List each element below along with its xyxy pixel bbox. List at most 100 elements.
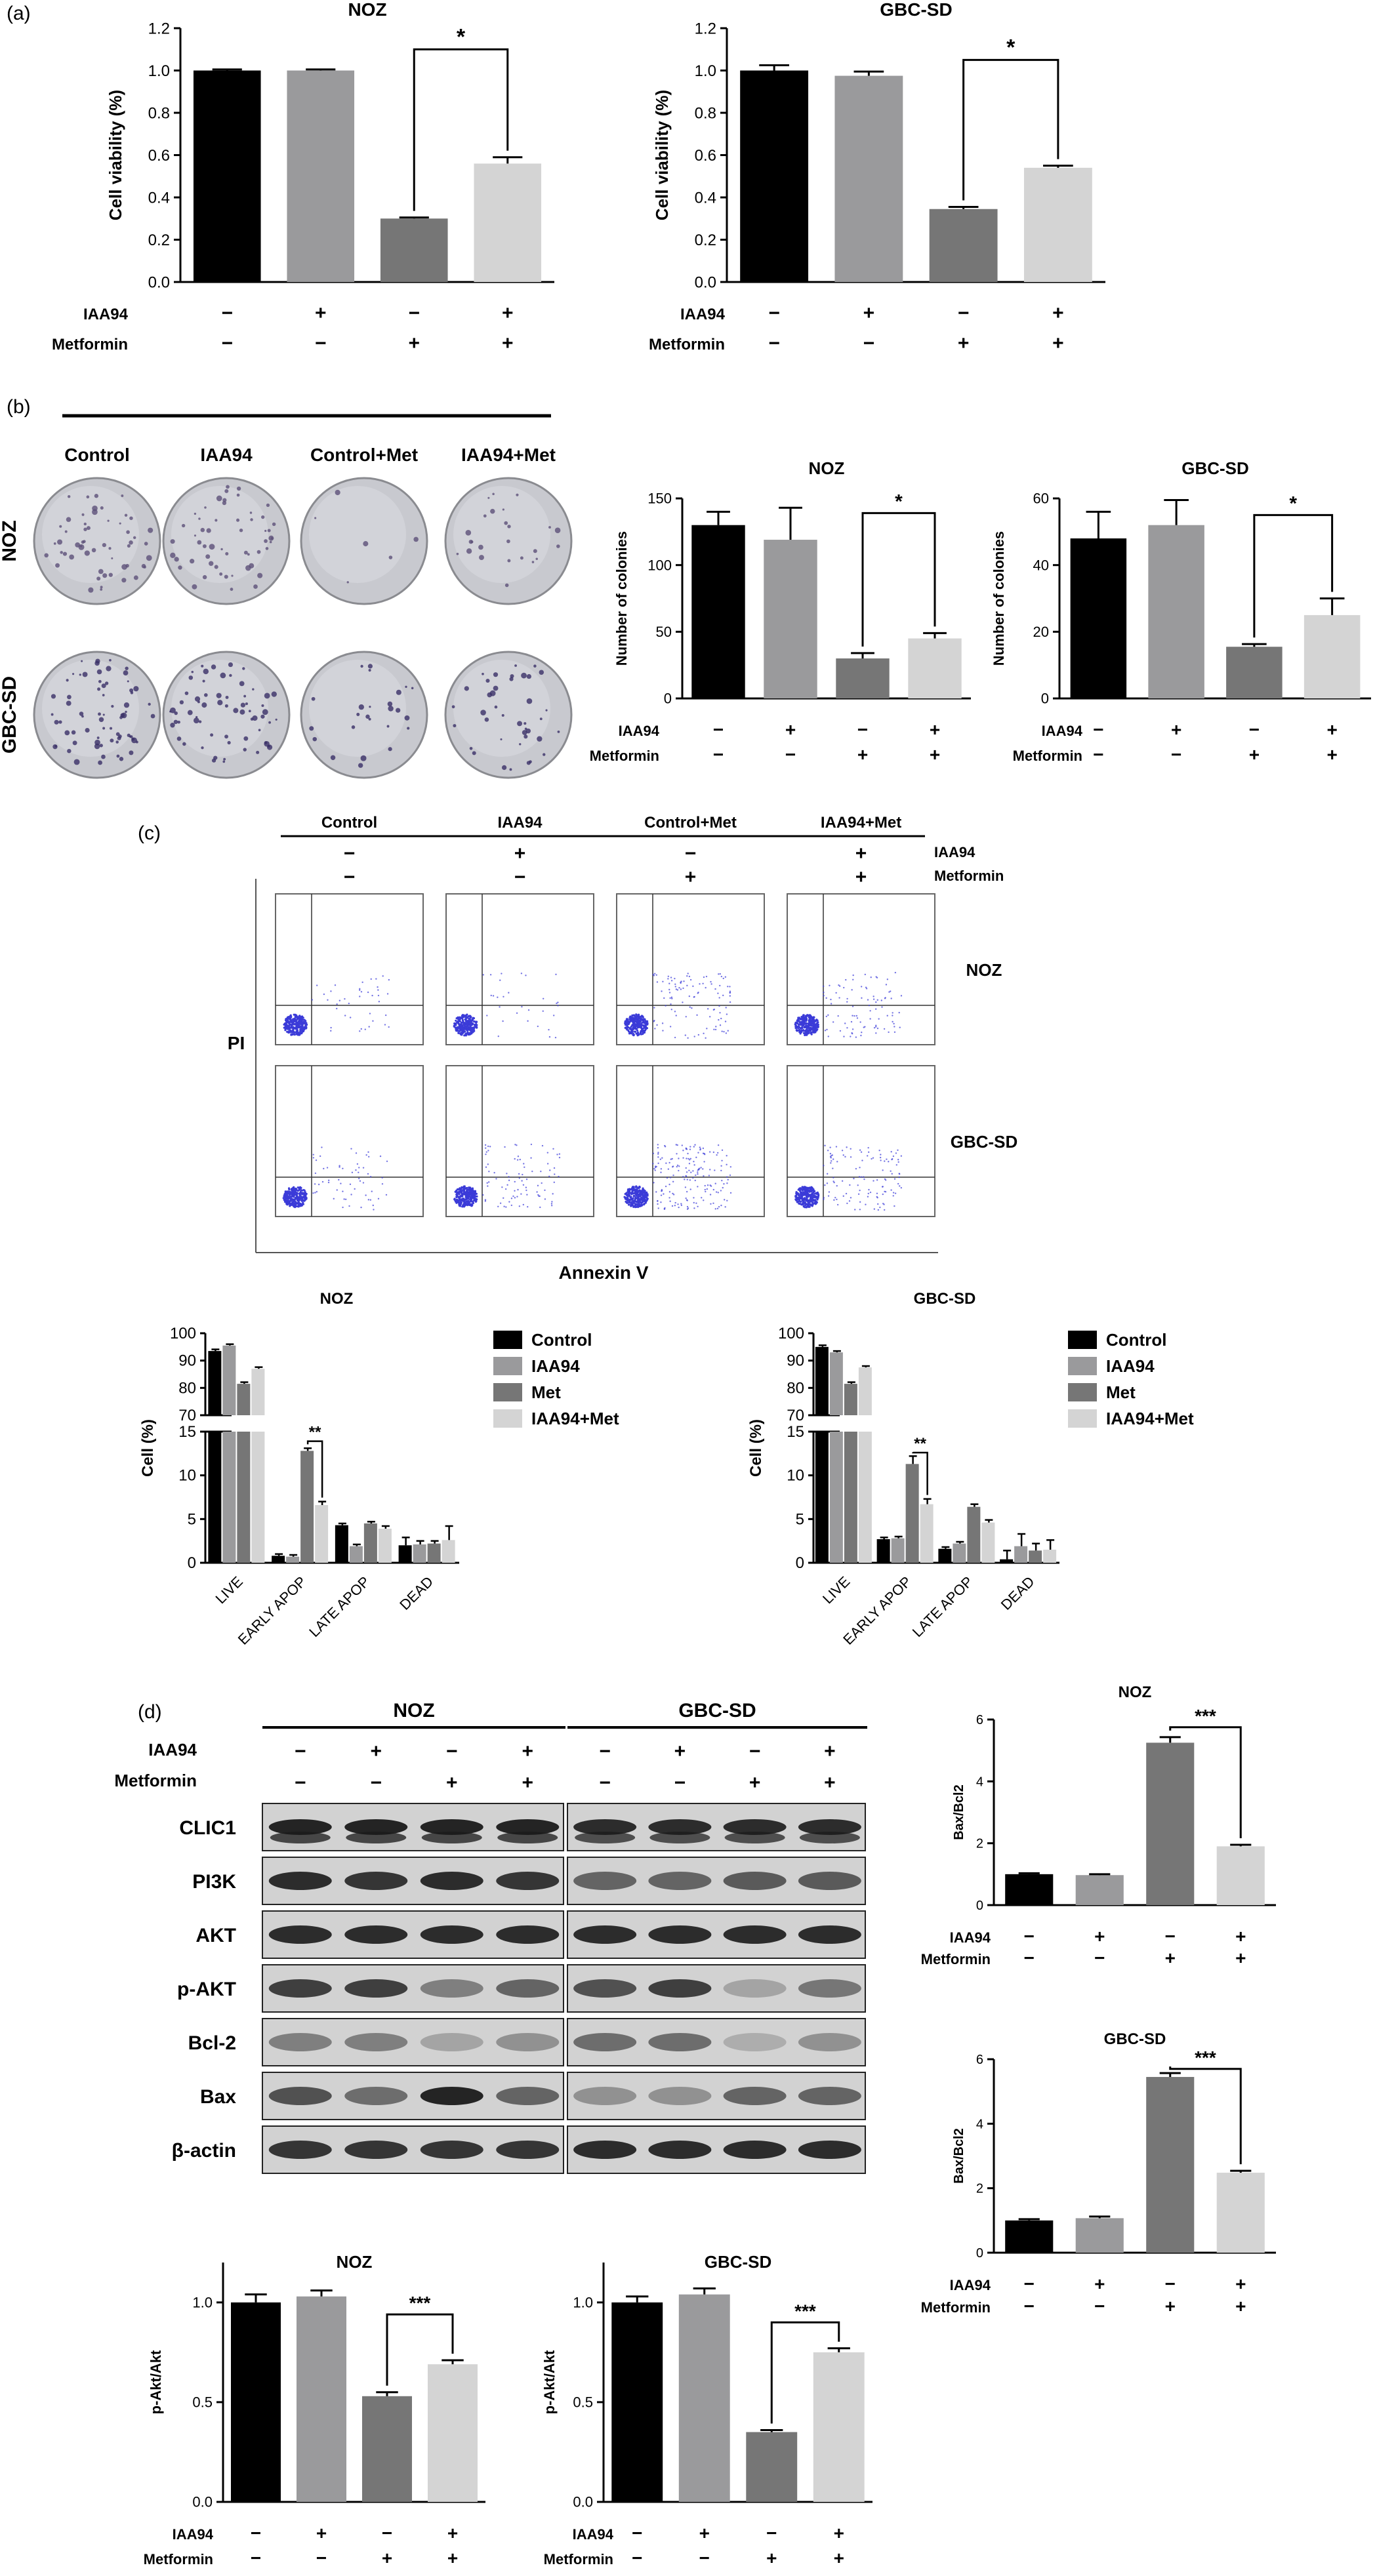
event-dot [336, 1189, 338, 1191]
y-tick-label: 70 [178, 1407, 196, 1424]
flow-column-label: Control+Met [644, 814, 737, 832]
event-dot [462, 1020, 464, 1022]
event-dot [294, 1013, 297, 1016]
event-dot [814, 1199, 817, 1202]
colony [202, 544, 207, 548]
event-dot [859, 1209, 861, 1211]
event-dot [522, 1173, 524, 1176]
event-dot [530, 1157, 532, 1159]
bar [858, 1432, 872, 1563]
treatment-sign: − [1094, 1948, 1105, 1968]
event-dot [316, 984, 318, 986]
event-dot [829, 1152, 832, 1155]
event-dot [635, 1016, 638, 1018]
event-dot [644, 1021, 647, 1024]
protein-band [496, 1819, 560, 1835]
colony [545, 709, 548, 712]
event-dot [472, 1193, 474, 1196]
event-dot [813, 1192, 817, 1195]
treatment-sign: − [382, 2523, 392, 2543]
event-dot [637, 1199, 640, 1201]
colony [268, 721, 272, 724]
blot-group-label: GBC-SD [678, 1700, 756, 1721]
colony [209, 561, 214, 566]
event-dot [484, 1200, 487, 1202]
event-dot [729, 995, 731, 997]
event-dot [359, 996, 361, 997]
treatment-sign: + [1052, 332, 1064, 354]
colony [52, 744, 58, 750]
event-dot [291, 1023, 294, 1026]
colony [248, 710, 251, 713]
colony [215, 519, 218, 522]
event-dot [685, 1148, 688, 1150]
event-dot [501, 973, 503, 975]
protein-band [573, 2033, 637, 2051]
event-dot [670, 996, 673, 998]
colony [81, 660, 83, 662]
dish-highlight [453, 660, 550, 757]
y-axis-label: Number of colonies [991, 531, 1007, 666]
event-dot [305, 1192, 308, 1196]
colony [509, 677, 514, 681]
event-dot [506, 1184, 508, 1186]
treatment-sign: + [1326, 744, 1337, 765]
event-dot [685, 1016, 687, 1018]
colony [472, 751, 476, 755]
colony [86, 495, 90, 499]
event-dot [803, 1026, 806, 1028]
event-dot [876, 1179, 878, 1181]
event-dot [467, 1201, 470, 1204]
bar [1005, 1874, 1054, 1905]
colony [178, 565, 182, 570]
colony [64, 530, 68, 533]
event-dot [470, 1193, 472, 1196]
event-dot [829, 1146, 831, 1148]
colony [243, 748, 247, 752]
event-dot [686, 1205, 689, 1208]
event-dot [453, 1022, 456, 1025]
event-dot [719, 973, 721, 975]
event-dot [351, 1171, 354, 1174]
significance-label: *** [1195, 1706, 1216, 1726]
event-dot [462, 1022, 465, 1024]
event-dot [289, 1016, 292, 1019]
treatment-sign: + [447, 2548, 458, 2568]
event-dot [289, 1023, 293, 1026]
event-dot [635, 1020, 638, 1023]
colony [543, 753, 546, 756]
treatment-sign: + [502, 302, 514, 324]
event-dot [672, 1165, 674, 1167]
event-dot [710, 980, 712, 983]
event-dot [508, 1179, 510, 1182]
event-dot [873, 1026, 876, 1029]
event-dot [369, 1013, 371, 1015]
colony [219, 572, 223, 576]
colony [174, 557, 179, 562]
event-dot [798, 1200, 802, 1203]
protein-band [420, 2033, 483, 2051]
event-dot [626, 1190, 630, 1192]
protein-band [723, 1979, 787, 1998]
event-dot [815, 1026, 817, 1029]
event-dot [461, 1186, 464, 1189]
event-dot [293, 1188, 295, 1190]
event-dot [722, 977, 724, 980]
event-dot [883, 1028, 886, 1030]
treatment-sign: + [408, 332, 420, 354]
event-dot [557, 1005, 559, 1007]
event-dot [653, 973, 656, 975]
colony [252, 688, 255, 691]
event-dot [899, 1185, 901, 1187]
y-tick-label: 10 [787, 1467, 804, 1485]
y-axis-label: Cell viability (%) [106, 90, 125, 220]
event-dot [464, 1032, 467, 1035]
event-dot [330, 1030, 332, 1032]
event-dot [635, 1201, 638, 1203]
row-label-metformin: Metformin [590, 748, 659, 764]
event-dot [699, 1149, 701, 1151]
y-tick-label: 4 [976, 2117, 983, 2131]
colony [121, 578, 127, 583]
colony [121, 712, 127, 719]
event-dot [676, 989, 679, 991]
